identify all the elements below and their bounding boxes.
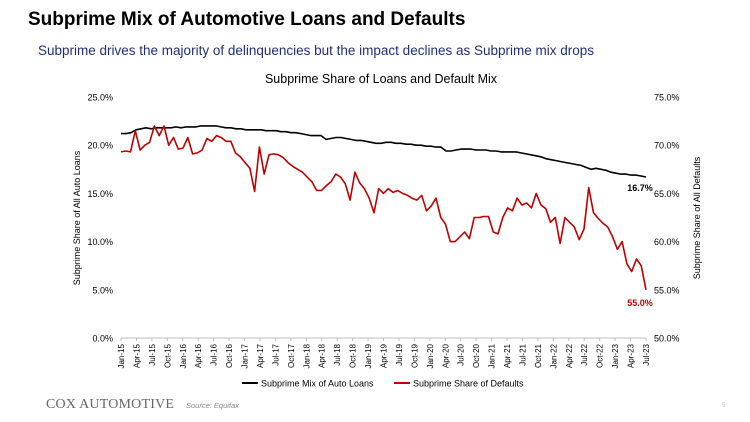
x-tick-label: Apr-16 bbox=[194, 343, 203, 368]
y-right-tick-label: 75.0% bbox=[654, 93, 680, 103]
y-axis-left-label: Subprime Share of All Auto Loans bbox=[72, 150, 82, 285]
x-tick-label: Jul-18 bbox=[333, 343, 342, 365]
legend-label: Subprime Mix of Auto Loans bbox=[261, 379, 374, 389]
y-left-tick-label: 15.0% bbox=[87, 189, 113, 199]
x-tick-label: Oct-21 bbox=[534, 343, 543, 368]
x-tick-label: Apr-22 bbox=[565, 343, 574, 368]
x-tick-label: Oct-15 bbox=[163, 343, 172, 368]
x-tick-label: Jul-16 bbox=[210, 343, 219, 365]
x-tick-label: Jul-17 bbox=[271, 343, 280, 365]
x-tick-label: Oct-19 bbox=[410, 343, 419, 368]
y-left-tick-label: 0.0% bbox=[92, 334, 113, 344]
y-right-tick-label: 60.0% bbox=[654, 237, 680, 247]
y-left-tick-label: 25.0% bbox=[87, 93, 113, 103]
x-tick-label: Apr-18 bbox=[318, 343, 327, 368]
x-tick-label: Oct-18 bbox=[349, 343, 358, 368]
x-tick-label: Apr-20 bbox=[441, 343, 450, 368]
source-note: Source: Equifax bbox=[186, 401, 239, 410]
y-left-tick-label: 5.0% bbox=[92, 285, 113, 295]
x-tick-label: Apr-21 bbox=[503, 343, 512, 368]
x-tick-label: Apr-17 bbox=[256, 343, 265, 368]
x-tick-label: Jul-19 bbox=[395, 343, 404, 365]
x-tick-label: Jan-22 bbox=[549, 343, 558, 368]
slide-subtitle: Subprime drives the majority of delinque… bbox=[38, 43, 595, 58]
x-tick-label: Jul-21 bbox=[518, 343, 527, 365]
x-tick-label: Jan-15 bbox=[117, 343, 126, 368]
legend: Subprime Mix of Auto Loans Subprime Share… bbox=[242, 379, 524, 389]
y-axis-right-label: Subprime Share of All Defaults bbox=[692, 156, 702, 279]
end-data-label: 16.7% bbox=[627, 183, 653, 193]
y-right-tick-label: 70.0% bbox=[654, 141, 680, 151]
x-tick-label: Jan-16 bbox=[179, 343, 188, 368]
x-tick-label: Jan-19 bbox=[364, 343, 373, 368]
x-tick-label: Jan-21 bbox=[488, 343, 497, 368]
y-left-tick-label: 20.0% bbox=[87, 141, 113, 151]
y-right-tick-label: 55.0% bbox=[654, 285, 680, 295]
y-right-tick-label: 65.0% bbox=[654, 189, 680, 199]
slide-title: Subprime Mix of Automotive Loans and Def… bbox=[28, 9, 466, 30]
legend-label: Subprime Share of Defaults bbox=[413, 379, 524, 389]
cox-automotive-logo: COX AUTOMOTIVE bbox=[46, 397, 175, 412]
x-tick-label: Jul-22 bbox=[580, 343, 589, 365]
y-left-tick-label: 10.0% bbox=[87, 237, 113, 247]
x-tick-label: Apr-19 bbox=[380, 343, 389, 368]
x-tick-label: Jul-15 bbox=[148, 343, 157, 365]
chart-title: Subprime Share of Loans and Default Mix bbox=[265, 72, 498, 86]
x-tick-label: Oct-17 bbox=[287, 343, 296, 368]
x-tick-label: Jul-23 bbox=[642, 343, 651, 365]
x-tick-label: Jul-20 bbox=[457, 343, 466, 365]
end-data-label: 55.0% bbox=[627, 298, 653, 308]
series-line-loans bbox=[121, 125, 647, 178]
x-tick-label: Jan-20 bbox=[426, 343, 435, 368]
series-line-defaults bbox=[120, 125, 647, 290]
x-tick-label: Oct-20 bbox=[472, 343, 481, 368]
x-tick-label: Apr-23 bbox=[627, 343, 636, 368]
y-right-tick-label: 50.0% bbox=[654, 334, 680, 344]
x-tick-label: Apr-15 bbox=[132, 343, 141, 368]
x-tick-label: Jan-18 bbox=[302, 343, 311, 368]
x-tick-label: Jan-17 bbox=[241, 343, 250, 368]
x-tick-label: Jan-23 bbox=[611, 343, 620, 368]
page-number: 5 bbox=[722, 403, 726, 409]
x-tick-label: Oct-16 bbox=[225, 343, 234, 368]
x-tick-label: Oct-22 bbox=[596, 343, 605, 368]
